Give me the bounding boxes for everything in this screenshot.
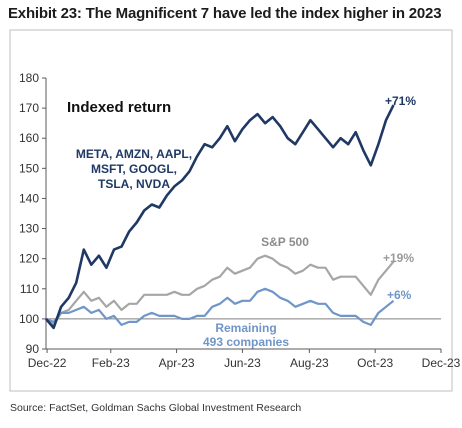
x-tick-label: Dec-23 <box>422 356 461 370</box>
y-tick-label: 100 <box>19 312 39 326</box>
x-tick-label: Jun-23 <box>224 356 261 370</box>
series-label-remaining-line: 493 companies <box>203 335 289 349</box>
end-label-mag7: +71% <box>385 94 416 108</box>
series-line-sp500 <box>45 254 395 326</box>
y-tick-label: 120 <box>19 252 39 266</box>
y-tick-label: 160 <box>19 131 39 145</box>
series-label-mag7: META, AMZN, AAPL, MSFT, GOOGL, TSLA, NVDA <box>76 147 192 191</box>
y-tick-label: 170 <box>19 101 39 115</box>
x-tick-label: Feb-23 <box>92 356 130 370</box>
series-label-mag7-line: MSFT, GOOGL, <box>91 162 177 176</box>
series-label-remaining-line: Remaining <box>215 321 276 335</box>
y-tick-label: 150 <box>19 161 39 175</box>
source-note: Source: FactSet, Goldman Sachs Global In… <box>10 402 302 414</box>
series-line-remaining <box>45 287 395 326</box>
series-label-mag7-line: META, AMZN, AAPL, <box>76 147 192 161</box>
y-tick-label: 180 <box>19 71 39 85</box>
series-label-mag7-line: TSLA, NVDA <box>98 177 170 191</box>
x-tick-label: Oct-23 <box>357 356 393 370</box>
y-tick-label: 130 <box>19 222 39 236</box>
x-tick-label: Dec-22 <box>28 356 67 370</box>
chart-frame <box>9 29 453 392</box>
chart-title: Indexed return <box>67 99 171 116</box>
y-tick-label: 140 <box>19 191 39 205</box>
y-tick-label: 90 <box>26 342 40 356</box>
series-line-mag7 <box>45 104 395 330</box>
series-label-remaining: Remaining 493 companies <box>203 321 289 349</box>
end-label-remaining: +6% <box>387 288 412 302</box>
x-tick-label: Aug-23 <box>290 356 329 370</box>
series-label-sp500: S&P 500 <box>261 235 309 249</box>
exhibit-title: Exhibit 23: The Magnificent 7 have led t… <box>8 5 442 22</box>
x-tick-label: Apr-23 <box>159 356 195 370</box>
end-label-sp500: +19% <box>383 251 414 265</box>
y-tick-label: 110 <box>20 282 39 296</box>
